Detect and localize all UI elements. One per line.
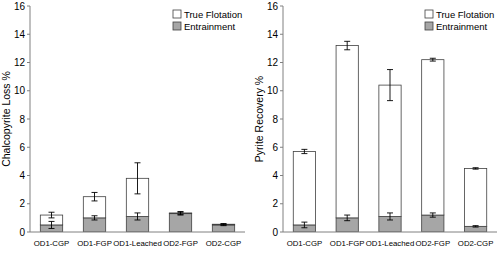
legend-swatch xyxy=(425,10,433,18)
y-tick-label: 8 xyxy=(272,114,278,125)
y-tick-label: 14 xyxy=(267,29,279,40)
y-tick-label: 12 xyxy=(14,57,26,68)
bar xyxy=(212,225,234,232)
error-bar xyxy=(473,168,479,169)
y-tick-label: 6 xyxy=(19,142,25,153)
error-bar xyxy=(221,224,227,225)
y-tick-label: 2 xyxy=(272,198,278,209)
x-tick-label: OD2-CGP xyxy=(458,239,494,248)
x-tick-label: OD1-CGP xyxy=(34,239,70,248)
y-tick-label: 10 xyxy=(267,85,279,96)
error-bar xyxy=(301,222,307,228)
y-tick xyxy=(280,90,283,91)
y-tick xyxy=(280,34,283,35)
x-tick-label: OD1-Leached xyxy=(113,239,162,248)
error-bar xyxy=(430,213,436,217)
x-tick-label: OD2-FGP xyxy=(163,239,198,248)
y-tick xyxy=(280,6,283,7)
bar xyxy=(212,224,234,226)
legend: True FlotationEntrainment xyxy=(173,9,242,32)
error-bar xyxy=(135,213,141,220)
error-bar xyxy=(301,149,307,153)
x-tick-label: OD2-FGP xyxy=(415,239,450,248)
y-tick-label: 10 xyxy=(14,85,26,96)
y-tick-label: 0 xyxy=(19,227,25,238)
y-tick-label: 6 xyxy=(272,142,278,153)
x-tick-label: OD1-Leached xyxy=(366,239,415,248)
y-axis-label: Chalcopyrite Loss % xyxy=(0,71,12,167)
error-bar xyxy=(473,226,479,227)
error-bar xyxy=(178,212,184,215)
error-bar xyxy=(221,224,227,225)
error-bar xyxy=(49,221,55,228)
bar xyxy=(464,226,486,232)
legend-label: True Flotation xyxy=(436,9,494,20)
y-tick xyxy=(280,62,283,63)
y-tick-label: 0 xyxy=(272,227,278,238)
y-tick-label: 14 xyxy=(14,29,26,40)
x-tick-label: OD2-CGP xyxy=(206,239,242,248)
error-bar xyxy=(430,58,436,61)
legend-label: Entrainment xyxy=(436,21,488,32)
x-axis xyxy=(30,232,245,233)
y-tick xyxy=(280,119,283,120)
error-bar xyxy=(344,215,350,221)
bar xyxy=(169,212,191,214)
bar xyxy=(336,46,358,218)
y-tick xyxy=(27,62,30,63)
legend-swatch xyxy=(173,22,181,30)
y-tick-label: 16 xyxy=(14,1,26,12)
x-tick-label: OD1-CGP xyxy=(287,239,323,248)
chart: 0246810121416OD1-CGPOD1-FGPOD1-LeachedOD… xyxy=(253,1,497,249)
x-tick-label: OD1-FGP xyxy=(330,239,365,248)
error-bar xyxy=(344,41,350,49)
legend-swatch xyxy=(173,10,181,18)
bar xyxy=(293,151,315,224)
bars xyxy=(40,163,234,232)
bar xyxy=(464,168,486,226)
error-bar xyxy=(135,163,141,194)
chart: 0246810121416OD1-CGPOD1-FGPOD1-LeachedOD… xyxy=(0,1,245,249)
y-tick xyxy=(280,232,283,233)
y-tick xyxy=(27,232,30,233)
legend: True FlotationEntrainment xyxy=(425,9,494,32)
legend-label: Entrainment xyxy=(184,21,236,32)
legend-swatch xyxy=(425,22,433,30)
y-tick-label: 4 xyxy=(19,170,25,181)
error-bar xyxy=(92,192,98,200)
y-tick xyxy=(27,119,30,120)
bar xyxy=(422,60,444,215)
x-axis xyxy=(283,232,497,233)
y-tick xyxy=(27,90,30,91)
bar xyxy=(169,214,191,232)
y-tick xyxy=(27,6,30,7)
y-tick-label: 4 xyxy=(272,170,278,181)
y-tick xyxy=(27,147,30,148)
y-tick-label: 2 xyxy=(19,198,25,209)
y-tick xyxy=(27,34,30,35)
y-tick xyxy=(280,147,283,148)
y-tick xyxy=(280,203,283,204)
x-tick-label: OD1-FGP xyxy=(77,239,112,248)
y-tick-label: 16 xyxy=(267,1,279,12)
error-bar xyxy=(387,70,393,101)
error-bar xyxy=(387,213,393,220)
figure: 0246810121416OD1-CGPOD1-FGPOD1-LeachedOD… xyxy=(0,0,500,263)
bars xyxy=(293,41,486,232)
y-tick xyxy=(280,175,283,176)
error-bar xyxy=(49,212,55,218)
legend-label: True Flotation xyxy=(184,9,242,20)
y-axis-label: Pyrite Recovery % xyxy=(253,76,265,162)
y-tick xyxy=(27,175,30,176)
y-tick-label: 8 xyxy=(19,114,25,125)
y-tick xyxy=(27,203,30,204)
bar xyxy=(379,85,401,216)
error-bar xyxy=(178,212,184,215)
error-bar xyxy=(92,216,98,220)
y-tick-label: 12 xyxy=(267,57,279,68)
